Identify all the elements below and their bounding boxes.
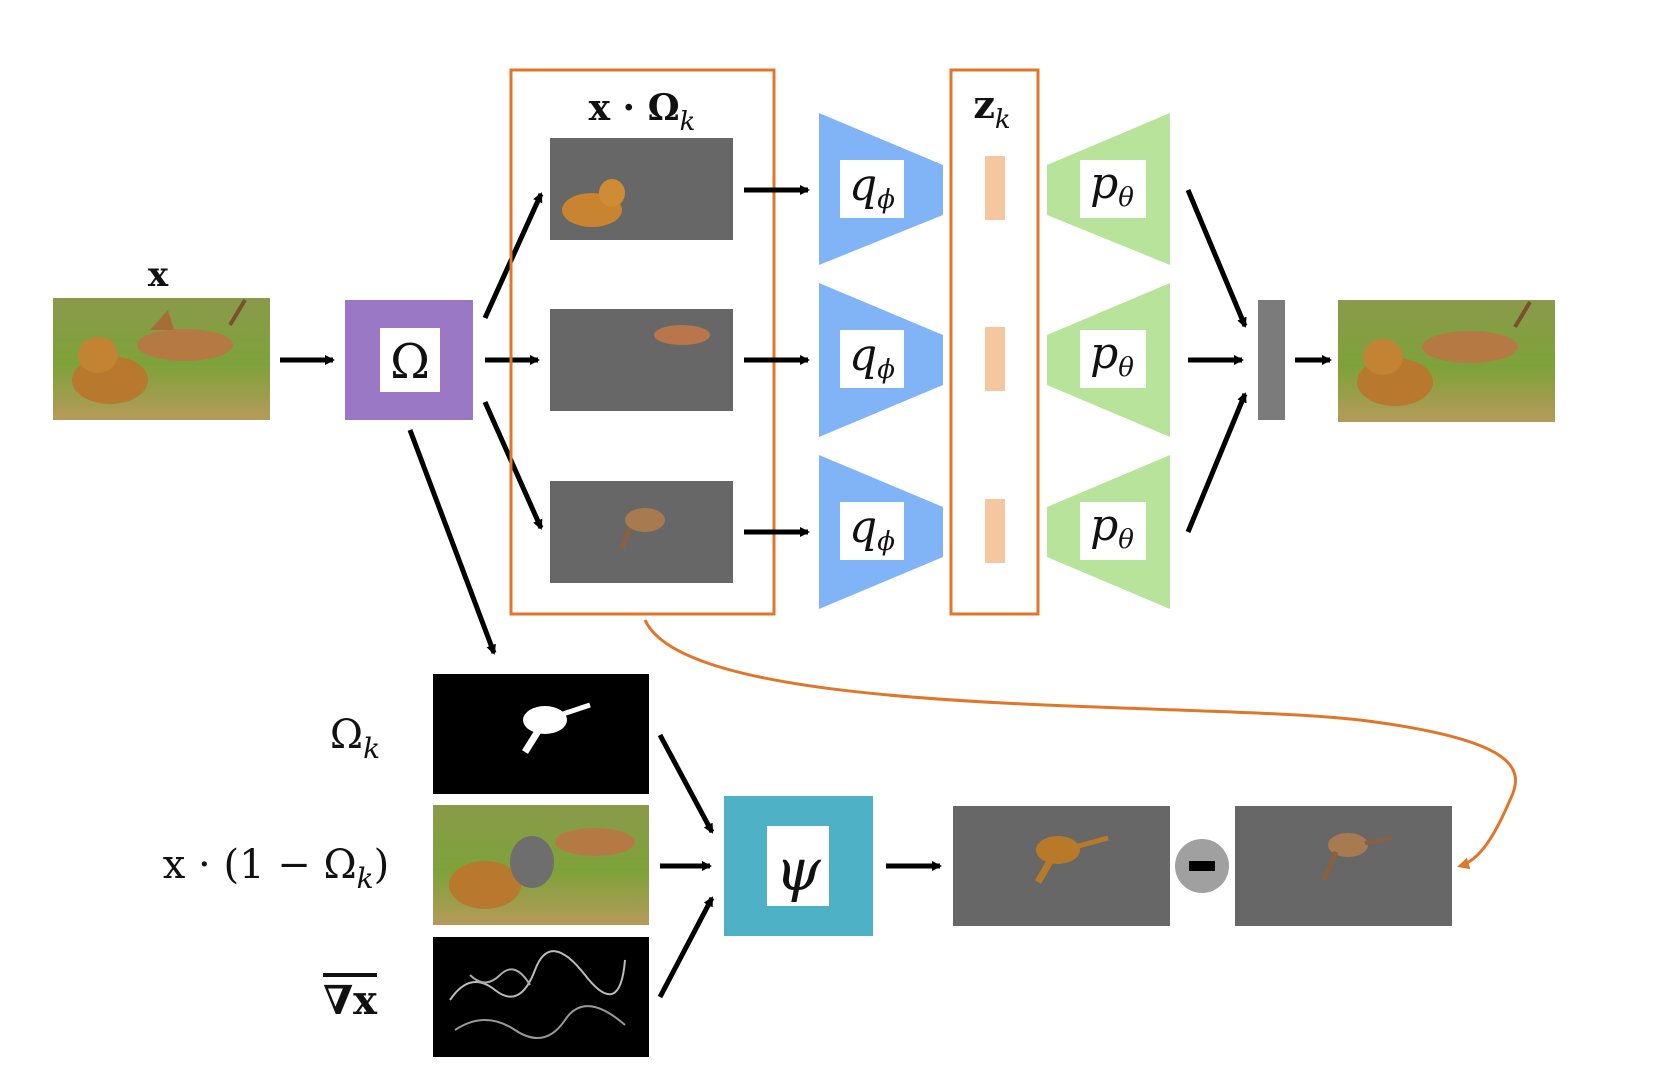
decoder-1: pθ: [1047, 113, 1170, 265]
complement-label: x · (1 − Ωk): [163, 842, 389, 895]
masked-image-2: [550, 309, 733, 411]
gradient-label: ∇x: [323, 977, 378, 1024]
complement-suffix: ): [374, 842, 390, 888]
encoder-2: qϕ: [819, 283, 943, 437]
arrow-icon: [482, 400, 544, 530]
arrow-icon: [657, 733, 715, 834]
masked-input-text: x · Ω: [589, 87, 680, 129]
latent-subscript: k: [995, 105, 1011, 135]
encoder-symbol: q: [849, 160, 877, 211]
complement-subscript: k: [357, 862, 374, 895]
masked-inputs-group: [509, 68, 776, 616]
latent-code-1: [985, 156, 1005, 220]
encoder-1: qϕ: [819, 113, 943, 265]
svg-text:pθ: pθ: [1090, 500, 1134, 555]
svg-text:qϕ: qϕ: [849, 502, 895, 557]
decoder-symbol: p: [1090, 500, 1118, 551]
input-image: [53, 298, 270, 420]
complement-text: x · (1 − Ω: [163, 842, 357, 888]
decoder-symbol: p: [1090, 158, 1118, 209]
latent-label: zk: [973, 82, 1010, 135]
inpainted-prediction: [953, 806, 1170, 926]
segmenter-symbol: Ω: [390, 334, 430, 390]
decoder-subscript: θ: [1118, 183, 1134, 213]
feedback-arrow: [643, 619, 1517, 870]
decoder-subscript: θ: [1118, 353, 1134, 383]
masked-image-3: [550, 481, 733, 583]
encoder-subscript: ϕ: [877, 527, 895, 557]
gradient-image: [433, 937, 649, 1057]
masked-input-label: x · Ωk: [589, 87, 696, 137]
arrow-icon: [657, 896, 715, 999]
masked-image-1: [550, 138, 733, 240]
inpainter-symbol: ψ: [775, 836, 821, 904]
complement-image: [433, 805, 649, 925]
masked-input-subscript: k: [680, 107, 696, 137]
minus-icon: [1175, 839, 1229, 893]
encoder-subscript: ϕ: [877, 355, 895, 385]
segmenter-block: Ω: [345, 300, 473, 420]
mask-k-text: Ω: [330, 712, 363, 758]
encoder-3: qϕ: [819, 455, 943, 609]
reconstructed-image: [1338, 300, 1555, 422]
encoder-symbol: q: [849, 502, 877, 553]
mask-k-label: Ωk: [330, 712, 380, 765]
svg-text:pθ: pθ: [1090, 158, 1134, 213]
inpainter-block: ψ: [724, 796, 873, 936]
latent-group: [949, 68, 1040, 616]
decoder-subscript: θ: [1118, 525, 1134, 555]
arrow-icon: [482, 192, 544, 320]
svg-text:qϕ: qϕ: [849, 160, 895, 215]
latent-text: z: [973, 82, 995, 127]
decoder-symbol: p: [1090, 328, 1118, 379]
arrow-icon: [1185, 392, 1248, 533]
decoder-2: pθ: [1047, 283, 1170, 437]
svg-text:pθ: pθ: [1090, 328, 1134, 383]
svg-text:qϕ: qϕ: [849, 330, 895, 385]
latent-code-2: [985, 327, 1005, 391]
merge-bar: [1258, 300, 1285, 420]
mask-k-subscript: k: [363, 732, 380, 765]
target-masked-object: [1235, 806, 1452, 926]
decoder-3: pθ: [1047, 455, 1170, 609]
mask-image: [433, 674, 649, 794]
arrow-icon: [407, 429, 497, 655]
input-x-label: x: [148, 255, 169, 295]
encoder-symbol: q: [849, 330, 877, 381]
latent-code-3: [985, 499, 1005, 563]
encoder-subscript: ϕ: [877, 185, 895, 215]
arrow-icon: [1185, 189, 1248, 328]
